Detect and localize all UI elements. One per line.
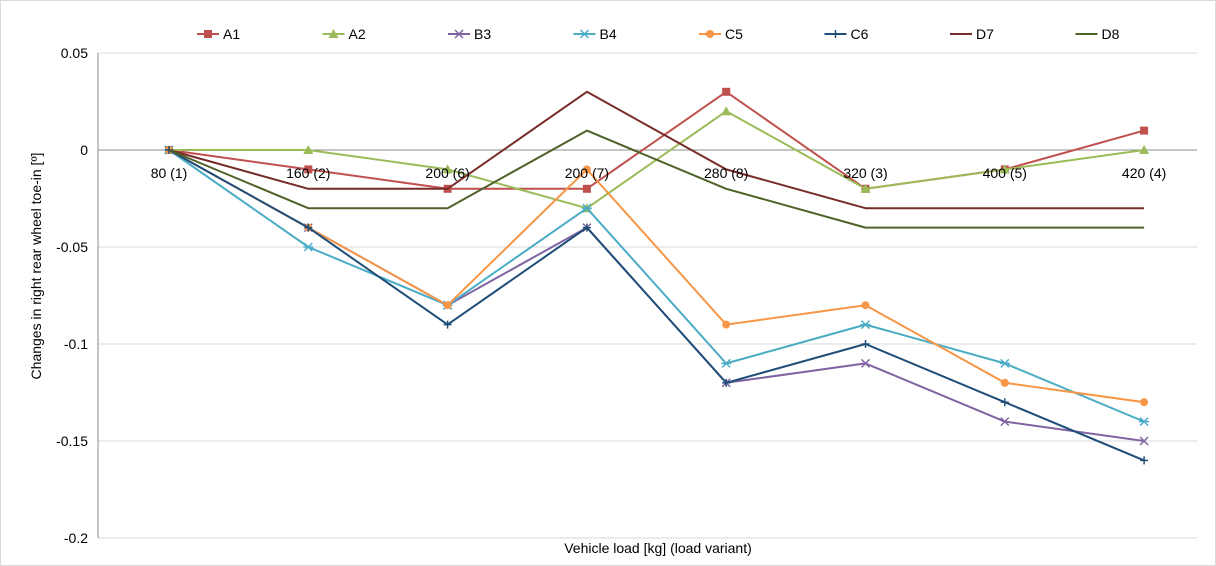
legend-label: B4	[600, 26, 617, 42]
y-tick-label: -0.1	[64, 336, 88, 352]
x-tick-label: 160 (2)	[286, 165, 330, 181]
x-tick-label: 320 (3)	[843, 165, 887, 181]
series-d8	[168, 129, 1145, 229]
legend-item-c5: C5	[699, 26, 743, 42]
x-tick-label: 400 (5)	[983, 165, 1027, 181]
data-point	[1000, 398, 1009, 407]
legend-label: D8	[1102, 26, 1120, 42]
data-point	[1140, 456, 1149, 465]
series-line	[168, 129, 1145, 229]
data-point	[328, 29, 339, 38]
data-point	[860, 320, 871, 330]
legend-label: B3	[474, 26, 491, 42]
y-tick-label: -0.15	[56, 433, 88, 449]
legend-label: D7	[976, 26, 994, 42]
data-point	[579, 29, 590, 39]
data-point	[303, 145, 314, 154]
data-point	[442, 164, 453, 174]
data-point	[861, 340, 870, 348]
data-point	[721, 358, 732, 368]
legend: A1 A2 B3 B4 C5 C6 D7 D8	[197, 26, 1120, 42]
data-point	[722, 87, 731, 96]
data-point	[1000, 417, 1010, 427]
data-point	[582, 165, 591, 174]
x-tick-label: 420 (4)	[1122, 165, 1166, 181]
series-line	[168, 149, 1145, 404]
series-c6	[165, 146, 1149, 465]
y-tick-label: 0	[80, 142, 88, 158]
data-point	[706, 30, 714, 38]
legend-item-d7: D7	[950, 26, 994, 42]
y-axis-title: Changes in right rear wheel toe-in [º]	[28, 153, 44, 380]
data-point	[860, 358, 871, 368]
data-point	[582, 184, 591, 193]
y-tick-label: 0.05	[61, 45, 88, 61]
series-line	[168, 149, 1145, 423]
data-point	[1139, 436, 1149, 446]
data-point	[443, 301, 452, 310]
data-point	[1140, 126, 1149, 135]
data-point	[303, 242, 314, 252]
legend-item-b3: B3	[448, 26, 491, 42]
x-tick-label: 280 (8)	[704, 165, 748, 181]
x-axis-title: Vehicle load [kg] (load variant)	[564, 540, 752, 556]
data-point	[860, 183, 871, 193]
data-point	[1000, 378, 1009, 387]
data-point	[454, 29, 464, 39]
series-lines	[164, 87, 1150, 465]
legend-item-b4: B4	[573, 26, 617, 42]
data-point	[443, 320, 452, 329]
data-point	[722, 378, 731, 387]
x-tick-label: 80 (1)	[151, 165, 188, 181]
legend-label: A1	[223, 26, 240, 42]
data-point	[831, 30, 840, 38]
legend-label: A2	[349, 26, 366, 42]
data-point	[861, 301, 870, 310]
data-point	[1139, 145, 1150, 154]
data-point	[581, 203, 592, 213]
series-c5	[165, 146, 1149, 407]
legend-item-d8: D8	[1075, 26, 1120, 42]
x-tick-label: 200 (7)	[565, 165, 609, 181]
data-point	[999, 164, 1010, 174]
data-point	[722, 320, 731, 329]
data-point	[1140, 398, 1149, 407]
legend-item-a2: A2	[322, 26, 366, 42]
y-tick-label: -0.2	[64, 530, 88, 546]
series-line	[168, 149, 1145, 442]
series-line	[168, 90, 1145, 210]
series-line	[168, 149, 1145, 462]
x-tick-label: 200 (6)	[425, 165, 469, 181]
data-point	[304, 165, 313, 174]
legend-item-c6: C6	[824, 26, 869, 42]
tick-labels: 0.05 0 -0.05 -0.1 -0.15 -0.2 80 (1) 160 (2) 200 …	[56, 45, 1166, 546]
data-point	[304, 223, 313, 232]
data-point	[582, 223, 591, 232]
legend-item-a1: A1	[197, 26, 240, 42]
data-point	[999, 358, 1010, 368]
data-point	[1139, 417, 1150, 427]
data-point	[721, 106, 732, 116]
y-tick-label: -0.05	[56, 239, 88, 255]
data-point	[204, 30, 212, 38]
legend-label: C6	[851, 26, 869, 42]
legend-label: C5	[725, 26, 743, 42]
series-d7	[168, 90, 1145, 210]
